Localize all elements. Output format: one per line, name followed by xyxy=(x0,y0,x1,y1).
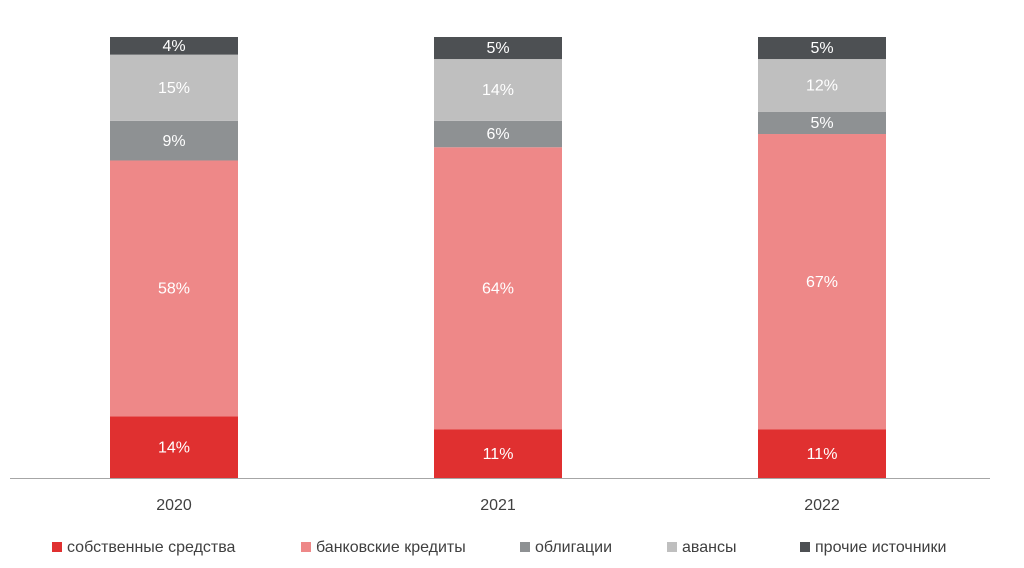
bar-value-label: 64% xyxy=(482,281,514,298)
bar-value-label: 5% xyxy=(810,40,833,57)
bar-value-label: 9% xyxy=(162,133,185,150)
bar-segment xyxy=(434,429,562,478)
legend-swatch xyxy=(667,542,677,552)
legend-swatch xyxy=(520,542,530,552)
legend-swatch xyxy=(301,542,311,552)
bar-value-label: 15% xyxy=(158,80,190,97)
bar-segment xyxy=(110,54,238,121)
bar-value-label: 14% xyxy=(158,439,190,456)
legend-swatch xyxy=(800,542,810,552)
bar-value-label: 12% xyxy=(806,78,838,95)
legend-item: собственные средства xyxy=(52,539,236,556)
bar-segment xyxy=(110,416,238,478)
legend-swatch xyxy=(52,542,62,552)
legend-item: банковские кредиты xyxy=(301,539,466,556)
bar-segment xyxy=(110,120,238,161)
legend-item: облигации xyxy=(520,539,612,556)
legend-label: банковские кредиты xyxy=(316,539,466,556)
bar-value-label: 58% xyxy=(158,281,190,298)
bar-value-label: 4% xyxy=(162,38,185,55)
bar-segment xyxy=(434,59,562,121)
legend-label: авансы xyxy=(682,539,736,556)
bar-value-label: 14% xyxy=(482,82,514,99)
legend-label: облигации xyxy=(535,539,612,556)
bar-segment xyxy=(434,120,562,148)
legend-item: авансы xyxy=(667,539,736,556)
bar-segment xyxy=(758,134,886,430)
x-tick-label: 2022 xyxy=(804,497,840,514)
legend-item: прочие источники xyxy=(800,539,946,556)
x-tick-label: 2021 xyxy=(480,497,516,514)
bars-group: 14% 58% 9% 15% 4% 11% 64% 6% 14% 5% 11% 67% 5% 12% 5% xyxy=(110,37,886,478)
legend: собственные средства банковские кредиты об… xyxy=(52,539,946,556)
bar-segment xyxy=(110,160,238,417)
bar-segment xyxy=(758,59,886,112)
bar-segment xyxy=(434,147,562,430)
x-tick-labels: 2020 2021 2022 xyxy=(156,497,840,514)
bar-value-label: 11% xyxy=(807,446,838,463)
bar-value-label: 5% xyxy=(810,115,833,132)
bar-segment xyxy=(758,111,886,135)
bar-segment xyxy=(758,37,886,60)
bar-value-label: 67% xyxy=(806,274,838,291)
legend-label: прочие источники xyxy=(815,539,946,556)
bar-value-label: 11% xyxy=(483,446,514,463)
bar-value-label: 6% xyxy=(486,126,509,143)
bar-segment xyxy=(110,37,238,55)
bar-value-label: 5% xyxy=(486,40,509,57)
bar-segment xyxy=(434,37,562,60)
x-tick-label: 2020 xyxy=(156,497,192,514)
bar-segment xyxy=(758,429,886,478)
legend-label: собственные средства xyxy=(67,539,236,556)
